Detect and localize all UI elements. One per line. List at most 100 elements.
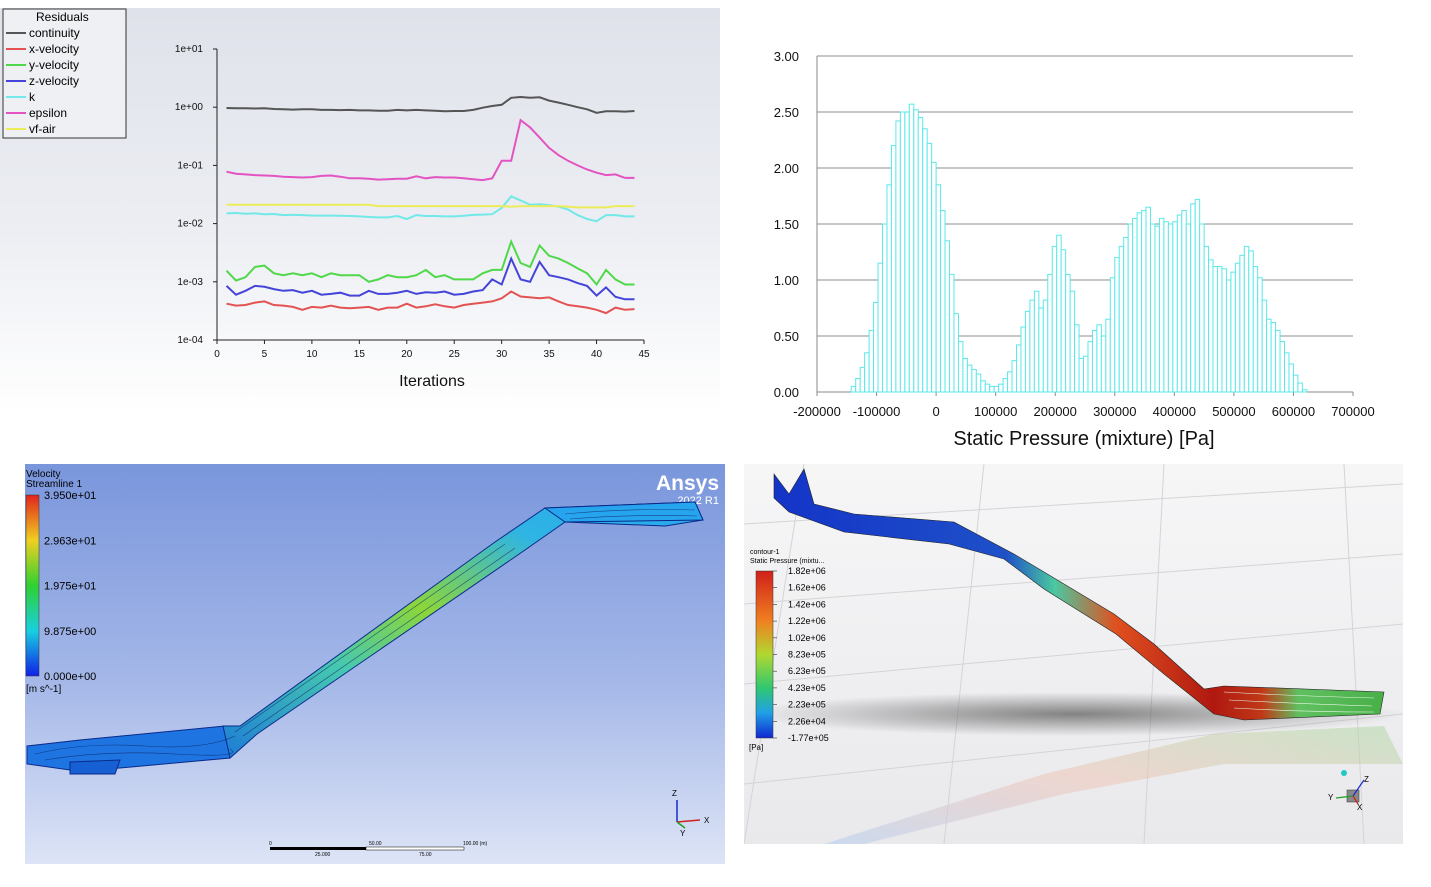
histogram-panel: 3.00 2.50 2.00 1.50 1.00 0.50 0.00 -200000 -100… bbox=[744, 8, 1403, 463]
x-tick-label: 45 bbox=[638, 349, 650, 360]
histogram-bar bbox=[1243, 245, 1250, 393]
series-line-x-velocity bbox=[226, 290, 635, 315]
histogram-bar bbox=[1123, 236, 1129, 393]
legend-subtitle: Static Pressure (mixtu... bbox=[750, 558, 824, 565]
histogram-bar bbox=[1016, 344, 1022, 393]
x-axis-label: Iterations bbox=[399, 373, 465, 390]
y-tick-label: 1e-03 bbox=[177, 277, 203, 288]
histogram-bar bbox=[949, 273, 955, 393]
x-tick-label: 10 bbox=[306, 349, 318, 360]
x-tick-label: 300000 bbox=[1093, 404, 1136, 419]
histogram-bar bbox=[1118, 245, 1125, 393]
y-tick-label: 1e+01 bbox=[175, 44, 204, 55]
colorbar-label: 1.42e+06 bbox=[788, 599, 826, 609]
histogram-bar bbox=[922, 128, 928, 393]
legend-label-continuity: continuity bbox=[29, 26, 80, 40]
colorbar-label: 4.23e+05 bbox=[788, 683, 826, 693]
scale-label-100: 100.00 (m) bbox=[463, 841, 488, 847]
colorbar-label: 1.82e+06 bbox=[788, 566, 826, 576]
histogram-bar bbox=[1136, 212, 1143, 393]
histogram-bar bbox=[962, 357, 968, 393]
histogram-bar bbox=[859, 366, 866, 393]
x-tick-label: 0 bbox=[932, 404, 939, 419]
histogram-bar bbox=[1225, 279, 1232, 393]
histogram-bar bbox=[1042, 299, 1049, 393]
histogram-bar bbox=[1203, 245, 1210, 393]
velocity-viewport: Velocity Streamline 1 3.950e+01 2.963e+01… bbox=[25, 469, 719, 858]
series-line-vf-air bbox=[226, 203, 635, 209]
colorbar-unit: [m s^-1] bbox=[26, 684, 61, 695]
histogram-bar bbox=[899, 111, 906, 393]
histogram-bar bbox=[944, 240, 951, 393]
histogram-bar bbox=[1091, 329, 1098, 393]
pressure-colorbar bbox=[755, 570, 774, 739]
histogram-bar bbox=[993, 385, 1000, 393]
floor-reflection bbox=[824, 726, 1403, 844]
x-tick-label: 100000 bbox=[974, 404, 1017, 419]
histogram-bar bbox=[1033, 290, 1040, 393]
x-tick-label: 5 bbox=[262, 349, 268, 360]
histogram-bar bbox=[1288, 363, 1294, 393]
histogram-bar bbox=[1150, 223, 1156, 393]
x-tick-label: 25 bbox=[449, 349, 461, 360]
histogram-bar bbox=[966, 364, 973, 393]
histogram-bar bbox=[1212, 266, 1219, 393]
histogram-bar bbox=[882, 223, 888, 393]
axis-label-z: Z bbox=[672, 789, 677, 798]
histogram-bar bbox=[940, 210, 946, 393]
histogram-bar bbox=[1230, 271, 1236, 393]
histogram-bar bbox=[908, 103, 915, 393]
colorbar-label: 0.000e+00 bbox=[44, 671, 96, 683]
legend-label-x-velocity: x-velocity bbox=[29, 42, 79, 56]
histogram-bar bbox=[1029, 299, 1035, 393]
histogram-bar bbox=[953, 313, 959, 393]
histogram-bar bbox=[1011, 360, 1018, 393]
scale-bar: 0 50.00 100.00 (m) 25.000 75.00 bbox=[269, 841, 488, 858]
histogram-bar bbox=[1087, 341, 1093, 393]
y-tick-label: 1e+00 bbox=[175, 102, 204, 113]
histogram-bar bbox=[913, 109, 919, 393]
y-tick-label: 1e-02 bbox=[177, 219, 203, 230]
histogram-bar bbox=[1132, 217, 1138, 393]
histogram-bar bbox=[890, 145, 897, 393]
histogram-bar bbox=[1167, 223, 1174, 393]
histogram-bar bbox=[1069, 290, 1076, 393]
colorbar-label: 6.23e+05 bbox=[788, 666, 826, 676]
chute-body bbox=[222, 501, 704, 759]
series-line-epsilon bbox=[226, 118, 635, 182]
histogram-bar bbox=[1051, 245, 1058, 393]
x-tick-label: 15 bbox=[354, 349, 366, 360]
axis-label-x: X bbox=[1357, 803, 1363, 812]
histogram-bar bbox=[1172, 221, 1178, 393]
histogram-bar bbox=[895, 120, 901, 393]
y-tick-label: 1.50 bbox=[774, 217, 799, 232]
histogram-bar bbox=[1234, 262, 1241, 393]
histogram-bar bbox=[904, 111, 910, 393]
legend-title: contour-1 bbox=[750, 549, 780, 556]
histogram-bar bbox=[1154, 225, 1160, 393]
scale-label-25: 25.000 bbox=[315, 852, 331, 858]
histogram-bar bbox=[1105, 318, 1111, 393]
axis-label-z: Z bbox=[1364, 775, 1369, 784]
histogram-bar bbox=[1221, 268, 1227, 393]
histogram-bar bbox=[1007, 371, 1013, 393]
residuals-legend: Residuals continuity x-velocity y-velocity… bbox=[2, 8, 127, 139]
x-tick-label: 30 bbox=[496, 349, 508, 360]
velocity-colorbar bbox=[25, 494, 40, 677]
histogram-bar bbox=[1024, 310, 1031, 393]
histogram-bar bbox=[931, 161, 937, 393]
x-tick-label: -100000 bbox=[853, 404, 901, 419]
histogram-bar bbox=[980, 380, 986, 393]
histogram-bar bbox=[1158, 217, 1165, 393]
ansys-logo: Ansys bbox=[656, 472, 719, 495]
histogram-bar bbox=[1127, 223, 1134, 393]
colorbar-label: 9.875e+00 bbox=[44, 626, 96, 638]
histogram-bar bbox=[1279, 341, 1286, 393]
histogram-bar bbox=[957, 341, 964, 393]
histogram-bar bbox=[1114, 257, 1120, 393]
lower-basin bbox=[26, 725, 241, 771]
histogram-bar bbox=[1297, 382, 1303, 393]
histogram-bar bbox=[1190, 203, 1196, 393]
legend-label-y-velocity: y-velocity bbox=[29, 58, 79, 72]
histogram-bar bbox=[864, 352, 870, 393]
